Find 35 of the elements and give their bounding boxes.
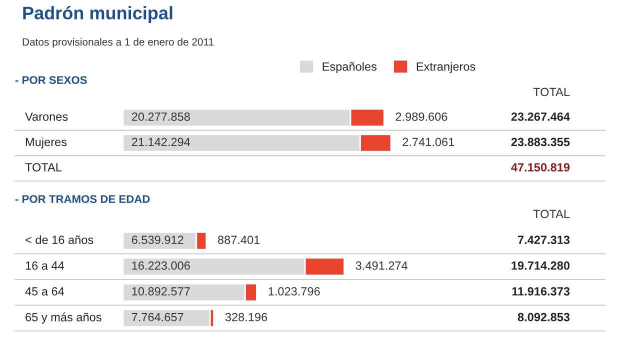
text: TOTAL <box>533 88 570 96</box>
y-tick-label: 45 a 64 <box>25 287 64 296</box>
data-label: 1.023.796 <box>268 287 320 296</box>
data-label: 887.401 <box>218 236 260 244</box>
y-tick-label: 16 a 44 <box>26 261 64 270</box>
chart-title: - POR TRAMOS DE EDAD <box>15 195 150 203</box>
data-label: 328.196 <box>225 312 268 322</box>
text: 19.714.280 <box>512 261 570 270</box>
y-tick-label: Varones <box>25 112 68 121</box>
bar <box>123 308 211 328</box>
text: TOTAL <box>25 163 62 172</box>
text: 11.916.373 <box>512 287 570 296</box>
data-label: 6.539.912 <box>132 236 184 244</box>
y-tick-label: < de 16 años <box>26 235 94 244</box>
data-label: 2.741.061 <box>402 138 454 146</box>
data-label: 7.764.657 <box>132 312 184 322</box>
text: Datos provisionales a 1 de enero de 2011 <box>22 38 214 48</box>
text: 23.267.464 <box>511 112 570 121</box>
data-label: 21.142.294 <box>132 138 190 146</box>
text: 23.883.355 <box>511 138 570 146</box>
text: TOTAL <box>533 210 570 218</box>
text: 47.150.819 <box>511 163 570 172</box>
data-label: 3.491.274 <box>356 261 408 270</box>
y-tick-label: Mujeres <box>26 138 67 149</box>
text: Padrón municipal <box>23 6 172 23</box>
data-label: 10.892.577 <box>132 287 190 296</box>
text: 7.427.313 <box>518 236 570 244</box>
data-label: 2.989.606 <box>396 112 448 121</box>
text: 8.092.853 <box>518 312 570 322</box>
legend-label: Españoles <box>322 62 377 74</box>
data-label: 16.223.006 <box>132 261 190 270</box>
data-label: 20.277.858 <box>132 112 190 121</box>
chart-title: - POR SEXOS <box>15 76 87 84</box>
legend-label: Extranjeros <box>416 62 476 74</box>
y-tick-label: 65 y más años <box>26 312 102 324</box>
